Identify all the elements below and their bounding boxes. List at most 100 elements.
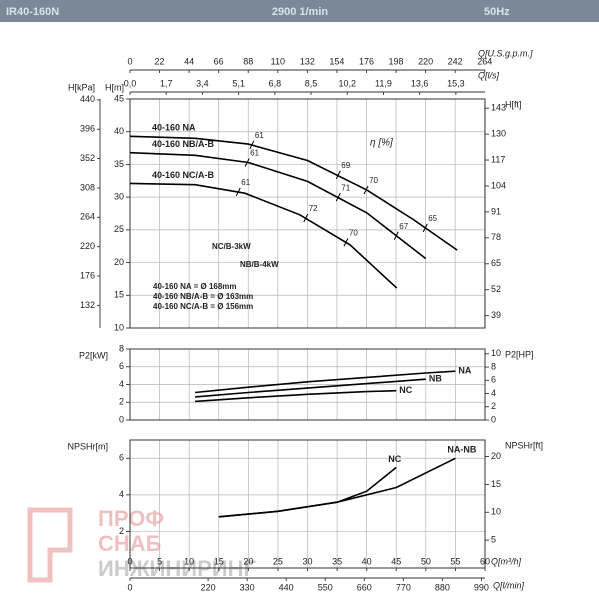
y2-tick-label: 0: [491, 414, 496, 424]
top-tick-label: 15,3: [447, 78, 465, 88]
curve: [129, 135, 458, 251]
efficiency-label: 71: [341, 183, 350, 192]
top-tick-label: 44: [184, 56, 194, 66]
efficiency-mark: [363, 185, 369, 195]
curve: [195, 389, 397, 403]
x-tick-label: 50: [421, 556, 431, 566]
curve-label: 40-160 NB/A-B: [152, 139, 215, 149]
top-tick-label: 66: [214, 56, 224, 66]
y3-tick-label: 440: [80, 94, 95, 104]
y2-tick-label: 10: [491, 348, 501, 358]
top-tick-label: 8,5: [305, 78, 318, 88]
curve-label: NC: [388, 454, 401, 464]
y-tick-label: 6: [119, 361, 124, 371]
efficiency-mark: [303, 213, 309, 223]
efficiency-mark: [249, 140, 255, 150]
efficiency-mark: [422, 223, 428, 233]
annotation: NC/B-3kW: [212, 242, 251, 251]
top-tick-label: 220: [418, 56, 433, 66]
speed: 2900 1/min: [272, 6, 329, 18]
header-bar: [0, 0, 599, 22]
watermark-logo: [27, 507, 73, 583]
efficiency-mark: [393, 231, 399, 240]
efficiency-mark: [343, 238, 349, 247]
top-tick-label: 13,6: [411, 78, 429, 88]
y-axis-label: P2[kW]: [79, 350, 108, 360]
curve: [129, 151, 427, 260]
y-tick-label: 10: [114, 322, 124, 332]
x2-tick-label: 660: [357, 582, 372, 592]
y2-tick-label: 104: [491, 180, 506, 190]
annotation: 40-160 NA = Ø 168mm: [153, 282, 237, 291]
y2-axis-label: P2[HP]: [505, 349, 534, 359]
x-tick-label: 5: [157, 556, 162, 566]
y3-tick-label: 220: [80, 241, 95, 251]
top-tick-label: 132: [300, 56, 315, 66]
curve-label: 40-160 NA: [152, 123, 196, 133]
y3-tick-label: 308: [80, 182, 95, 192]
top-tick-label: 88: [243, 56, 253, 66]
y3-tick-label: 352: [80, 153, 95, 163]
x-axis-label: Q[m³/h]: [491, 556, 522, 566]
x-tick-label: 20: [243, 556, 253, 566]
y2-axis-label: NPSHr[ft]: [505, 440, 543, 450]
x2-axis-label: Q[l/min]: [493, 580, 525, 590]
y2-tick-label: 91: [491, 206, 501, 216]
curve: [195, 370, 456, 394]
efficiency-mark: [335, 192, 341, 202]
efficiency-label: 67: [399, 222, 408, 231]
y-tick-label: 4: [119, 489, 124, 499]
efficiency-mark: [244, 158, 250, 167]
top-tick-label: 0,0: [124, 78, 137, 88]
annotation: η [%]: [370, 138, 393, 149]
y2-tick-label: 2: [491, 401, 496, 411]
top-tick-label: 3,4: [196, 78, 209, 88]
y3-tick-label: 176: [80, 270, 95, 280]
y-tick-label: 15: [114, 290, 124, 300]
y2-tick-label: 39: [491, 310, 501, 320]
y2-tick-label: 65: [491, 258, 501, 268]
x2-tick-label: 770: [396, 582, 411, 592]
y2-tick-label: 4: [491, 388, 496, 398]
annotation: 40-160 NC/A-B = Ø 156mm: [153, 302, 253, 311]
top-tick-label: 10,2: [338, 78, 356, 88]
top-tick-label: 1,7: [160, 78, 173, 88]
model: IR40-160N: [6, 6, 59, 18]
y2-tick-label: 52: [491, 284, 501, 294]
x2-tick-label: 880: [435, 582, 450, 592]
efficiency-mark: [335, 170, 341, 180]
plot-frame: [129, 98, 486, 329]
x2-tick-label: 990: [474, 582, 489, 592]
y2-axis-label: H[ft]: [505, 99, 522, 109]
top-axis-label: Q[l/s]: [478, 70, 500, 80]
y2-tick-label: 10: [491, 507, 501, 517]
top-tick-label: 11,9: [375, 78, 392, 88]
y3-tick-label: 396: [80, 124, 95, 134]
frequency: 50Hz: [484, 6, 510, 18]
y2-tick-label: 143: [491, 103, 506, 113]
x-tick-label: 40: [362, 556, 372, 566]
efficiency-label: 70: [369, 176, 378, 185]
y-tick-label: 45: [114, 93, 124, 103]
efficiency-label: 70: [349, 228, 358, 237]
x-tick-label: 55: [450, 556, 460, 566]
efficiency-mark: [235, 187, 241, 197]
plot-frame: [129, 348, 486, 421]
y-tick-label: 35: [114, 159, 124, 169]
y-tick-label: 25: [114, 224, 124, 234]
curve-label: NA: [458, 366, 471, 376]
y2-tick-label: 130: [491, 128, 506, 138]
y-tick-label: 20: [114, 257, 124, 267]
efficiency-label: 69: [341, 161, 350, 170]
x-tick-label: 15: [214, 556, 224, 566]
y2-tick-label: 20: [491, 451, 501, 461]
y2-tick-label: 6: [491, 375, 496, 385]
curve-label: NC: [399, 385, 412, 395]
y-tick-label: 8: [119, 343, 124, 353]
y-tick-label: 2: [119, 397, 124, 407]
top-tick-label: 22: [155, 56, 165, 66]
top-axis-label: Q[U.S.g.p.m.]: [478, 48, 533, 58]
x2-tick-label: 220: [201, 582, 216, 592]
efficiency-label: 61: [241, 178, 250, 187]
